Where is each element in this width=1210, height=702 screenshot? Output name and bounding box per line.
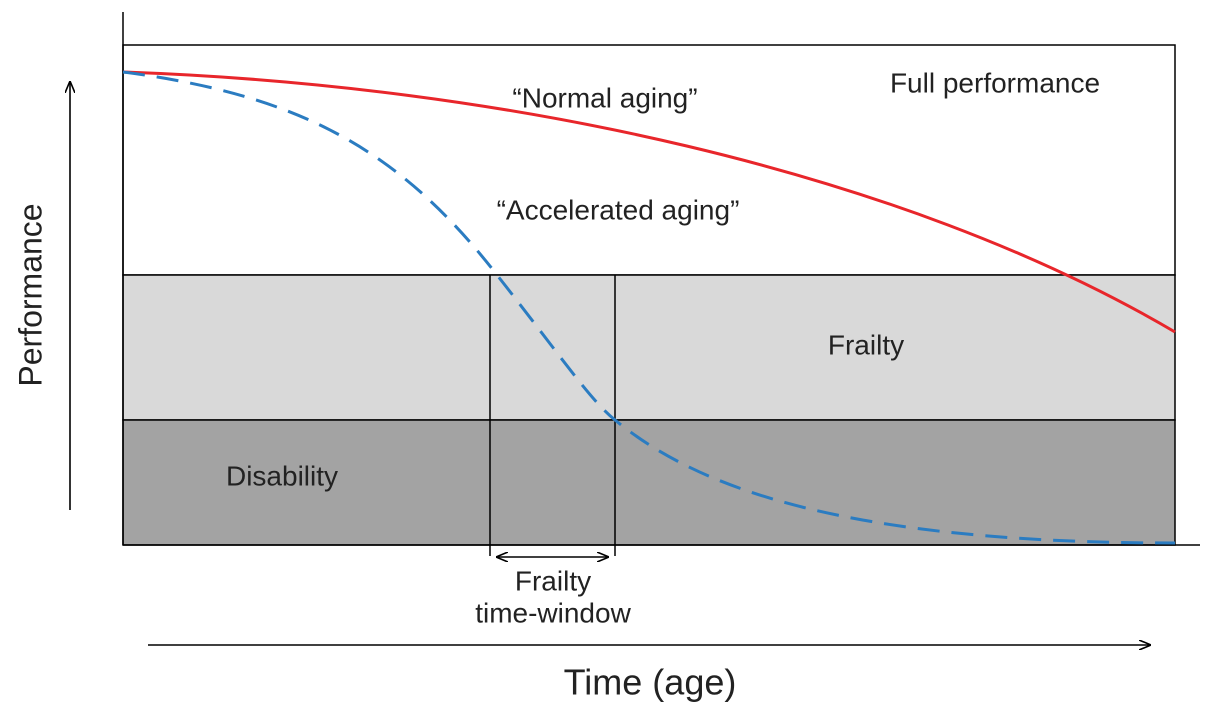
zone-label: Full performance xyxy=(890,67,1100,98)
window-label: Frailty xyxy=(515,565,591,596)
curve-label: “Normal aging” xyxy=(512,82,697,113)
frailty-zone xyxy=(122,274,1176,421)
curve-label: “Accelerated aging” xyxy=(497,194,740,225)
disability-zone xyxy=(122,419,1176,546)
normal-curve xyxy=(122,70,1176,334)
window-label: time-window xyxy=(475,597,631,628)
zone-label: Frailty xyxy=(828,329,904,360)
y-axis-label: Performance xyxy=(12,203,48,386)
x-axis-label: Time (age) xyxy=(564,662,737,702)
zone-label: Disability xyxy=(226,460,338,491)
accelerated-curve xyxy=(122,70,1176,545)
